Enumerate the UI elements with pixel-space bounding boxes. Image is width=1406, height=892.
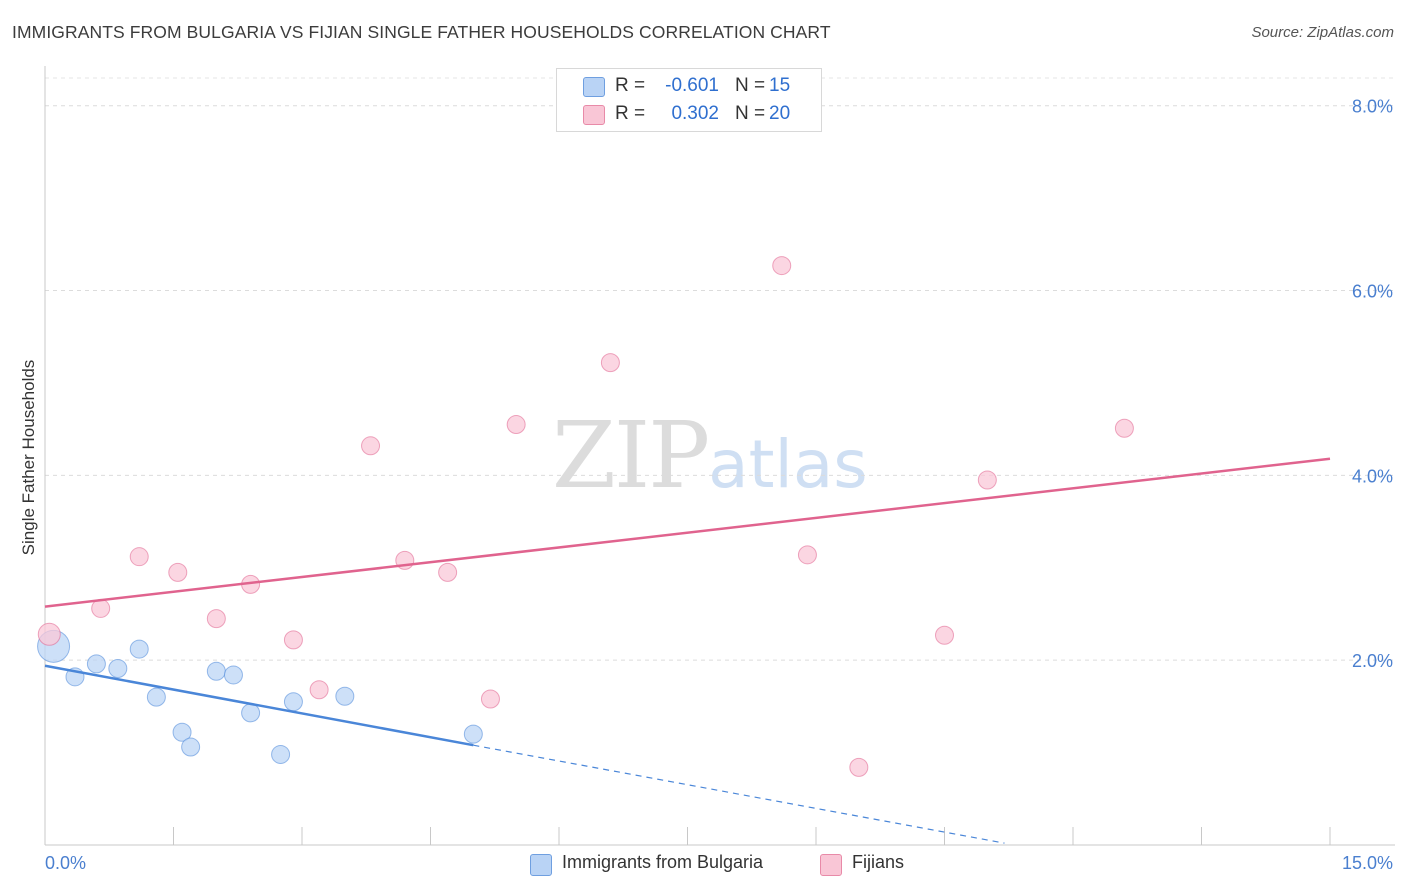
point-fijians (772, 256, 792, 276)
point-bulgaria (335, 686, 355, 706)
point-fijians (309, 680, 329, 700)
legend-r-label: R = (615, 103, 646, 124)
trendline-fijians (44, 457, 1331, 608)
watermark-atlas: atlas (708, 426, 868, 503)
legend-n-label: N = (735, 103, 766, 124)
point-bulgaria (129, 639, 149, 659)
point-fijians (600, 353, 620, 373)
y-axis-title: Single Father Households (19, 360, 38, 556)
legend-r-label: R = (615, 75, 646, 96)
chart-title: IMMIGRANTS FROM BULGARIA VS FIJIAN SINGL… (12, 22, 831, 42)
point-bulgaria (86, 654, 106, 674)
trendline-extension-bulgaria (473, 744, 1005, 844)
point-fijians (438, 562, 458, 582)
point-fijians (129, 547, 149, 567)
point-fijians (283, 630, 303, 650)
bottom-legend-label-bulgaria: Immigrants from Bulgaria (562, 852, 764, 872)
point-bulgaria (146, 687, 166, 707)
point-bulgaria (181, 737, 201, 757)
bottom-legend-swatch-bulgaria (530, 854, 552, 876)
legend-n-value: 20 (769, 103, 791, 124)
point-fijians (1114, 418, 1134, 438)
legend-row-fijians: R = 0.302 N = 20 (557, 102, 821, 128)
point-fijians (206, 609, 226, 629)
x-tick-label: 0.0% (45, 853, 86, 873)
point-bulgaria (206, 661, 226, 681)
correlation-legend: R = -0.601 N = 15 R = 0.302 N = 20 (556, 68, 822, 132)
legend-row-bulgaria: R = -0.601 N = 15 (557, 74, 821, 100)
y-tick-label: 4.0% (1352, 466, 1393, 486)
point-bulgaria (463, 724, 483, 744)
y-tick-label: 8.0% (1352, 97, 1393, 117)
trendline-bulgaria (44, 664, 474, 747)
point-fijians (935, 625, 954, 645)
legend-r-value: 0.302 (671, 103, 719, 124)
y-tick-label: 2.0% (1352, 651, 1393, 671)
bottom-legend-label-fijians: Fijians (852, 852, 905, 872)
point-bulgaria (108, 658, 128, 678)
x-tick-label: 15.0% (1342, 853, 1393, 873)
point-fijians (977, 470, 997, 490)
point-fijians (37, 622, 61, 646)
point-bulgaria (271, 744, 291, 764)
point-fijians (168, 562, 188, 582)
point-fijians (506, 415, 526, 435)
point-bulgaria (223, 665, 243, 685)
point-fijians (480, 689, 500, 709)
legend-swatch-bulgaria (583, 77, 605, 97)
point-fijians (849, 757, 869, 777)
point-bulgaria (283, 692, 303, 712)
y-tick-label: 6.0% (1352, 282, 1393, 302)
point-bulgaria (241, 703, 261, 723)
point-bulgaria (172, 722, 192, 742)
point-fijians (361, 436, 381, 456)
watermark: ZIPatlas (552, 402, 868, 509)
legend-swatch-fijians (583, 105, 605, 125)
legend-n-value: 15 (769, 75, 791, 96)
bottom-legend-swatch-fijians (820, 854, 842, 876)
legend-r-value: -0.601 (665, 75, 719, 96)
point-fijians (797, 545, 817, 565)
source-label: Source: ZipAtlas.com (1251, 24, 1394, 41)
watermark-zip: ZIP (552, 402, 710, 509)
legend-n-label: N = (735, 75, 766, 96)
